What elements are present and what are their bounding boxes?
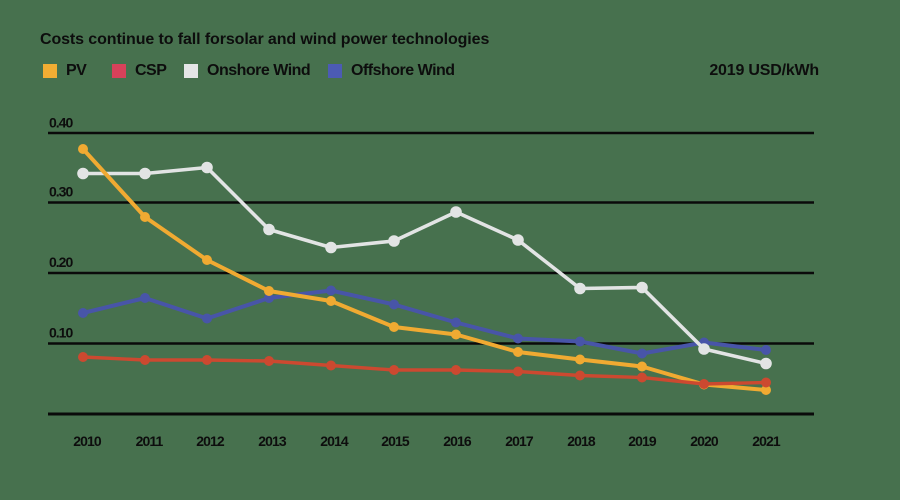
svg-text:2010: 2010 [73, 433, 102, 449]
svg-text:0.20: 0.20 [49, 254, 73, 270]
svg-text:2018: 2018 [567, 433, 596, 449]
svg-text:2012: 2012 [196, 433, 225, 449]
svg-text:0.10: 0.10 [49, 325, 73, 341]
svg-text:2014: 2014 [320, 433, 349, 449]
svg-text:0.40: 0.40 [49, 115, 73, 131]
svg-text:2019: 2019 [628, 433, 657, 449]
svg-text:2017: 2017 [505, 433, 534, 449]
svg-text:2011: 2011 [136, 433, 164, 449]
svg-text:2016: 2016 [443, 433, 472, 449]
svg-text:2013: 2013 [258, 433, 287, 449]
svg-text:2015: 2015 [381, 433, 410, 449]
svg-text:2020: 2020 [690, 433, 719, 449]
svg-text:2021: 2021 [752, 433, 781, 449]
svg-text:0.30: 0.30 [49, 184, 73, 200]
